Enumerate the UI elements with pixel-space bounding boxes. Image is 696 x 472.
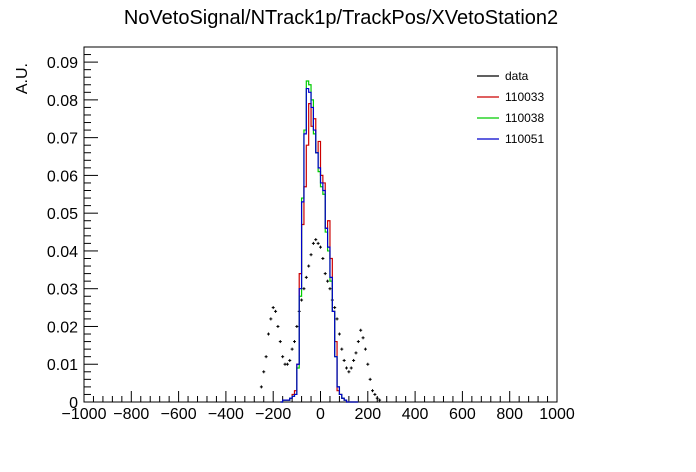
x-tick-label: 800 [496,406,523,423]
x-tick-label: −200 [255,406,291,423]
y-tick-label: 0.03 [47,282,78,299]
legend-label-110051: 110051 [505,132,544,146]
y-tick-label: 0.08 [47,93,78,110]
series-110051-line [280,87,359,403]
x-tick-label: −400 [208,406,244,423]
x-tick-label: 1000 [539,406,575,423]
y-tick-label: 0.06 [47,168,78,185]
y-axis-label: A.U. [14,63,31,94]
x-tick-label: 200 [354,406,381,423]
y-tick-label: 0.05 [47,206,78,223]
series-110033-line [280,103,359,403]
plot-frame [83,46,558,403]
legend-label-110038: 110038 [505,111,544,125]
y-tick-label: 0.02 [47,319,78,336]
plot-area-border [83,46,558,403]
series-110038-line [280,80,359,403]
x-tick-label: 400 [402,406,429,423]
x-tick-label: −800 [113,406,149,423]
legend-label-data: data [505,69,529,83]
legend-label-110033: 110033 [505,90,544,104]
x-tick-label: 0 [316,406,325,423]
y-tick-label: 0.07 [47,131,78,148]
x-tick-label: −600 [161,406,197,423]
x-tick-label: 600 [449,406,476,423]
y-tick-label: 0.09 [47,55,78,72]
y-tick-label: 0.01 [47,357,78,374]
legend: data 110033 110038 110051 [477,69,544,146]
axis-ticks: −1000 −800 −600 −400 −200 0 200 400 600 800 1000 0 0… [47,46,575,423]
y-tick-label: 0 [69,395,78,412]
series-layer [259,80,382,403]
x-tick-label: −1000 [62,406,107,423]
chart-title: NoVetoSignal/NTrack1p/TrackPos/XVetoStat… [124,7,558,29]
y-tick-label: 0.04 [47,244,78,261]
